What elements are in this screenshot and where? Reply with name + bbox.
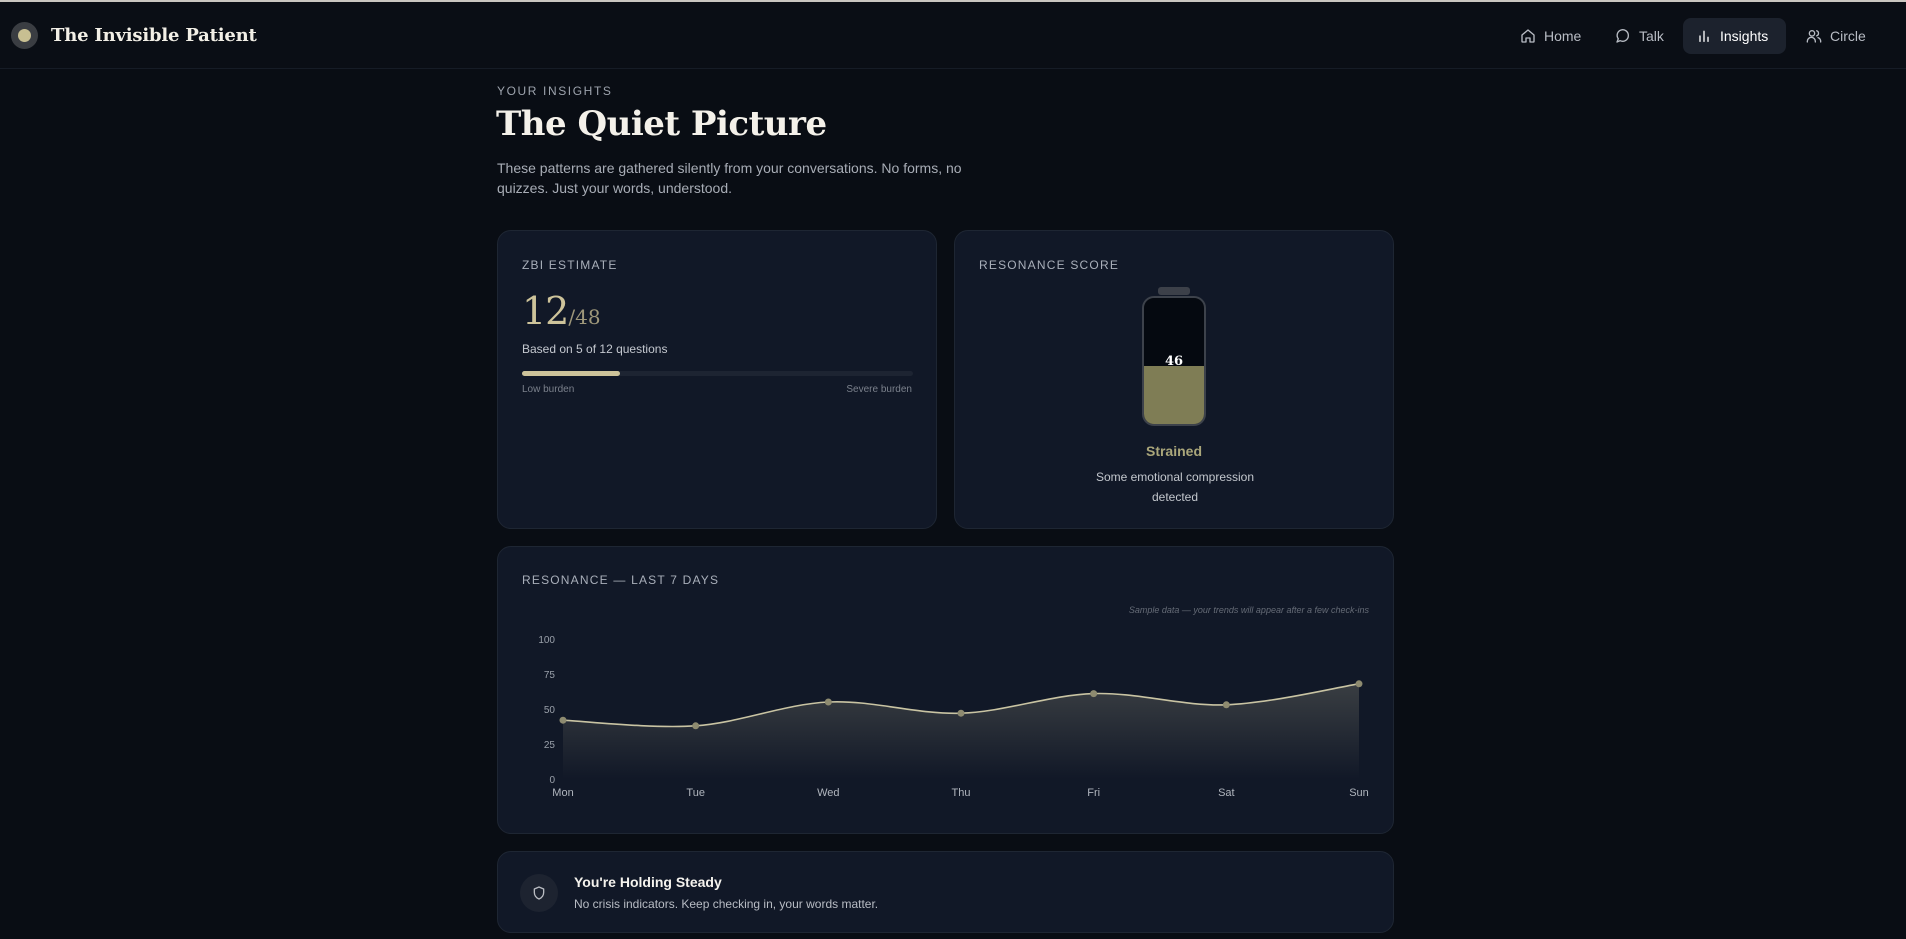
x-tick-label: Sun <box>1349 787 1369 799</box>
trend-sample-note: Sample data — your trends will appear af… <box>1128 605 1369 615</box>
chat-icon <box>1616 29 1630 43</box>
nav-home-label: Home <box>1544 28 1582 44</box>
bar-chart-icon <box>1699 30 1709 42</box>
nav-talk-label: Talk <box>1639 28 1664 44</box>
resonance-card-label: RESONANCE SCORE <box>979 258 1120 272</box>
zbi-estimate-card: ZBI ESTIMATE 12/48 Based on 5 of 12 ques… <box>497 230 937 529</box>
zbi-score-max: /48 <box>568 305 601 329</box>
trend-point-thu[interactable] <box>957 709 965 717</box>
y-tick-label: 0 <box>549 775 555 786</box>
status-icon-badge <box>520 874 558 912</box>
x-tick-label: Tue <box>686 787 705 799</box>
resonance-description: Some emotional compression detected <box>1095 470 1255 504</box>
home-icon <box>1521 29 1535 43</box>
x-tick-label: Mon <box>552 787 573 799</box>
users-icon <box>1806 30 1822 43</box>
trend-point-tue[interactable] <box>692 722 700 730</box>
trend-point-wed[interactable] <box>824 698 832 706</box>
zbi-basis: Based on 5 of 12 questions <box>522 342 668 356</box>
x-tick-label: Fri <box>1087 787 1100 799</box>
y-tick-label: 75 <box>544 670 556 681</box>
zbi-progress-track <box>522 371 913 376</box>
x-tick-label: Wed <box>817 787 839 799</box>
status-card: You're Holding Steady No crisis indicato… <box>497 851 1394 933</box>
zbi-card-label: ZBI ESTIMATE <box>522 258 618 272</box>
resonance-score-value: 46 <box>1164 354 1184 369</box>
nav-insights[interactable]: Insights <box>1683 18 1786 54</box>
trend-area <box>563 683 1359 779</box>
resonance-score-card: RESONANCE SCORE 46 Strained Some emotion… <box>954 230 1394 529</box>
resonance-battery-fill <box>1144 366 1204 424</box>
resonance-trend-card: RESONANCE — LAST 7 DAYS Sample data — yo… <box>497 546 1394 834</box>
nav-insights-label: Insights <box>1720 28 1769 44</box>
status-title: You're Holding Steady <box>574 874 722 890</box>
x-tick-label: Sat <box>1218 787 1235 799</box>
page-eyebrow: YOUR INSIGHTS <box>497 84 613 98</box>
zbi-high-label: Severe burden <box>846 384 912 395</box>
nav-home[interactable]: Home <box>1507 18 1594 54</box>
brand-name[interactable]: The Invisible Patient <box>51 25 257 46</box>
page-title: The Quiet Picture <box>496 104 827 144</box>
zbi-score-value: 12 <box>522 289 569 333</box>
resonance-battery-gauge: 46 <box>1142 296 1206 426</box>
trend-card-label: RESONANCE — LAST 7 DAYS <box>522 573 720 587</box>
zbi-low-label: Low burden <box>522 384 575 395</box>
shield-icon <box>533 886 545 900</box>
brand-logo[interactable] <box>11 22 38 49</box>
trend-point-mon[interactable] <box>559 716 567 724</box>
trend-point-sat[interactable] <box>1222 701 1230 709</box>
y-tick-label: 100 <box>538 635 555 646</box>
resonance-trend-chart: 0 25 50 75 100 Mon Tue Wed Thu Fri Sat Sun <box>538 635 1369 799</box>
nav-talk[interactable]: Talk <box>1602 18 1677 54</box>
page-description: These patterns are gathered silently fro… <box>497 160 962 196</box>
status-description: No crisis indicators. Keep checking in, … <box>574 897 879 911</box>
zbi-progress-fill <box>522 371 620 376</box>
nav-circle-label: Circle <box>1830 28 1866 44</box>
y-tick-label: 25 <box>544 740 556 751</box>
trend-point-sun[interactable] <box>1355 680 1363 688</box>
battery-cap <box>1158 287 1190 295</box>
resonance-state: Strained <box>1145 443 1202 459</box>
zbi-score: 12/48 <box>522 289 601 333</box>
x-tick-label: Thu <box>952 787 971 799</box>
top-navigation: The Invisible Patient Home Talk Insights… <box>0 2 1906 69</box>
trend-point-fri[interactable] <box>1090 690 1098 698</box>
window-top-edge <box>0 0 1906 2</box>
nav-circle[interactable]: Circle <box>1793 18 1879 54</box>
y-tick-label: 50 <box>544 705 556 716</box>
